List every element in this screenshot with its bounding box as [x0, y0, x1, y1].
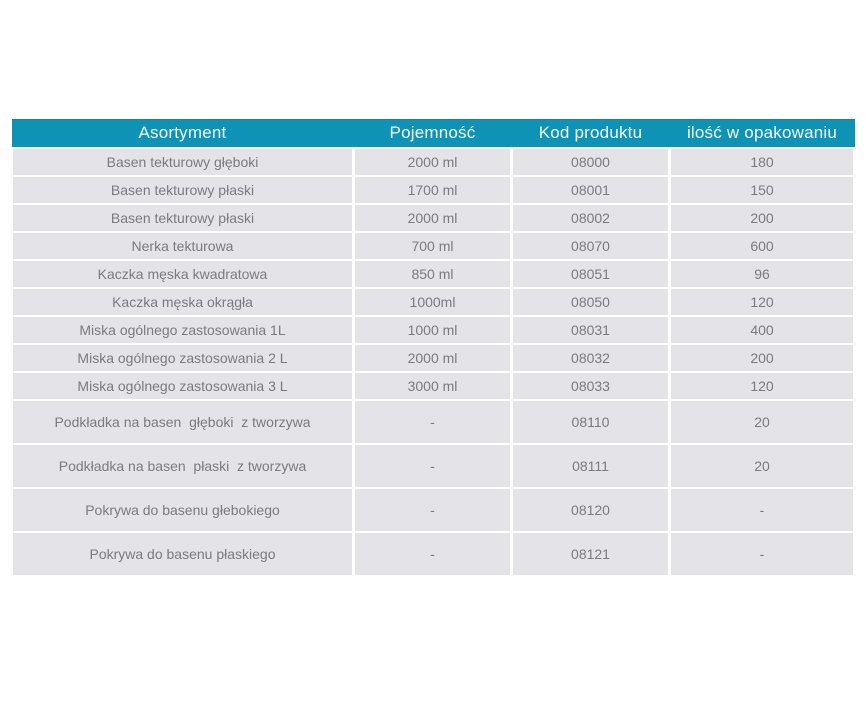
cell-pojemnosc: 850 ml	[352, 258, 513, 289]
cell-asortyment: Pokrywa do basenu płaskiego	[10, 530, 355, 577]
cell-asortyment: Basen tekturowy płaski	[10, 174, 355, 205]
cell-ilosc: 96	[668, 258, 856, 289]
cell-ilosc: 400	[668, 314, 856, 345]
table-row: Pokrywa do basenu głebokiego -08120-	[10, 486, 856, 533]
cell-kod-produktu: 08001	[510, 174, 671, 205]
table-row: Miska ogólnego zastosowania 2 L 2000 ml 08…	[10, 342, 856, 373]
cell-asortyment: Kaczka męska okrągła	[10, 286, 355, 317]
cell-kod-produktu: 08121	[510, 530, 671, 577]
cell-ilosc: 20	[668, 398, 856, 445]
header-pojemnosc: Pojemność	[353, 119, 512, 148]
cell-ilosc: 200	[668, 202, 856, 233]
table-row: Podkładka na basen płaski z tworzywa -081…	[10, 442, 856, 489]
cell-kod-produktu: 08051	[510, 258, 671, 289]
table-row: Kaczka męska okrągła 1000ml 08050 120	[10, 286, 856, 317]
table-body: Basen tekturowy głęboki 2000 ml 08000 180 Ba…	[10, 146, 856, 577]
cell-asortyment: Kaczka męska kwadratowa	[10, 258, 355, 289]
table-row: Basen tekturowy płaski 1700 ml 08001 150	[10, 174, 856, 205]
cell-asortyment: Miska ogólnego zastosowania 3 L	[10, 370, 355, 401]
cell-pojemnosc: 2000 ml	[352, 146, 513, 177]
cell-pojemnosc: 1000 ml	[352, 314, 513, 345]
header-asortyment: Asortyment	[11, 119, 354, 148]
table-header: Asortyment Pojemność Kod produktu ilość …	[11, 119, 855, 148]
cell-pojemnosc: 1000ml	[352, 286, 513, 317]
cell-pojemnosc: -	[352, 486, 513, 533]
cell-asortyment: Podkładka na basen głęboki z tworzywa	[10, 398, 355, 445]
cell-pojemnosc: 2000 ml	[352, 202, 513, 233]
cell-pojemnosc: 1700 ml	[352, 174, 513, 205]
header-ilosc-w-opakowaniu: ilość w opakowaniu	[669, 119, 855, 148]
table-row: Kaczka męska kwadratowa 850 ml 08051 96	[10, 258, 856, 289]
table-row: Miska ogólnego zastosowania 3 L 3000 ml 08…	[10, 370, 856, 401]
cell-ilosc: 180	[668, 146, 856, 177]
cell-kod-produktu: 08050	[510, 286, 671, 317]
cell-ilosc: -	[668, 486, 856, 533]
table-row: Basen tekturowy płaski 2000 ml 08002 200	[10, 202, 856, 233]
cell-kod-produktu: 08111	[510, 442, 671, 489]
table-row: Basen tekturowy głęboki 2000 ml 08000 180	[10, 146, 856, 177]
product-table: Asortyment Pojemność Kod produktu ilość …	[10, 119, 856, 577]
table-row: Nerka tekturowa 700 ml 08070 600	[10, 230, 856, 261]
cell-asortyment: Basen tekturowy płaski	[10, 202, 355, 233]
cell-asortyment: Basen tekturowy głęboki	[10, 146, 355, 177]
cell-asortyment: Nerka tekturowa	[10, 230, 355, 261]
cell-asortyment: Miska ogólnego zastosowania 2 L	[10, 342, 355, 373]
cell-kod-produktu: 08031	[510, 314, 671, 345]
cell-asortyment: Miska ogólnego zastosowania 1L	[10, 314, 355, 345]
cell-pojemnosc: -	[352, 530, 513, 577]
cell-asortyment: Podkładka na basen płaski z tworzywa	[10, 442, 355, 489]
cell-ilosc: 20	[668, 442, 856, 489]
cell-ilosc: 200	[668, 342, 856, 373]
cell-kod-produktu: 08070	[510, 230, 671, 261]
header-row: Asortyment Pojemność Kod produktu ilość …	[11, 119, 855, 148]
cell-kod-produktu: 08110	[510, 398, 671, 445]
table-row: Podkładka na basen głęboki z tworzywa -08…	[10, 398, 856, 445]
cell-pojemnosc: 700 ml	[352, 230, 513, 261]
cell-pojemnosc: -	[352, 442, 513, 489]
cell-kod-produktu: 08033	[510, 370, 671, 401]
table-row: Pokrywa do basenu płaskiego -08121-	[10, 530, 856, 577]
cell-kod-produktu: 08032	[510, 342, 671, 373]
cell-pojemnosc: 2000 ml	[352, 342, 513, 373]
cell-ilosc: 120	[668, 286, 856, 317]
header-kod-produktu: Kod produktu	[511, 119, 670, 148]
cell-kod-produktu: 08120	[510, 486, 671, 533]
cell-pojemnosc: -	[352, 398, 513, 445]
cell-pojemnosc: 3000 ml	[352, 370, 513, 401]
table-row: Miska ogólnego zastosowania 1L 1000 ml 080…	[10, 314, 856, 345]
cell-kod-produktu: 08000	[510, 146, 671, 177]
cell-kod-produktu: 08002	[510, 202, 671, 233]
cell-ilosc: 120	[668, 370, 856, 401]
cell-asortyment: Pokrywa do basenu głebokiego	[10, 486, 355, 533]
cell-ilosc: 150	[668, 174, 856, 205]
cell-ilosc: -	[668, 530, 856, 577]
cell-ilosc: 600	[668, 230, 856, 261]
